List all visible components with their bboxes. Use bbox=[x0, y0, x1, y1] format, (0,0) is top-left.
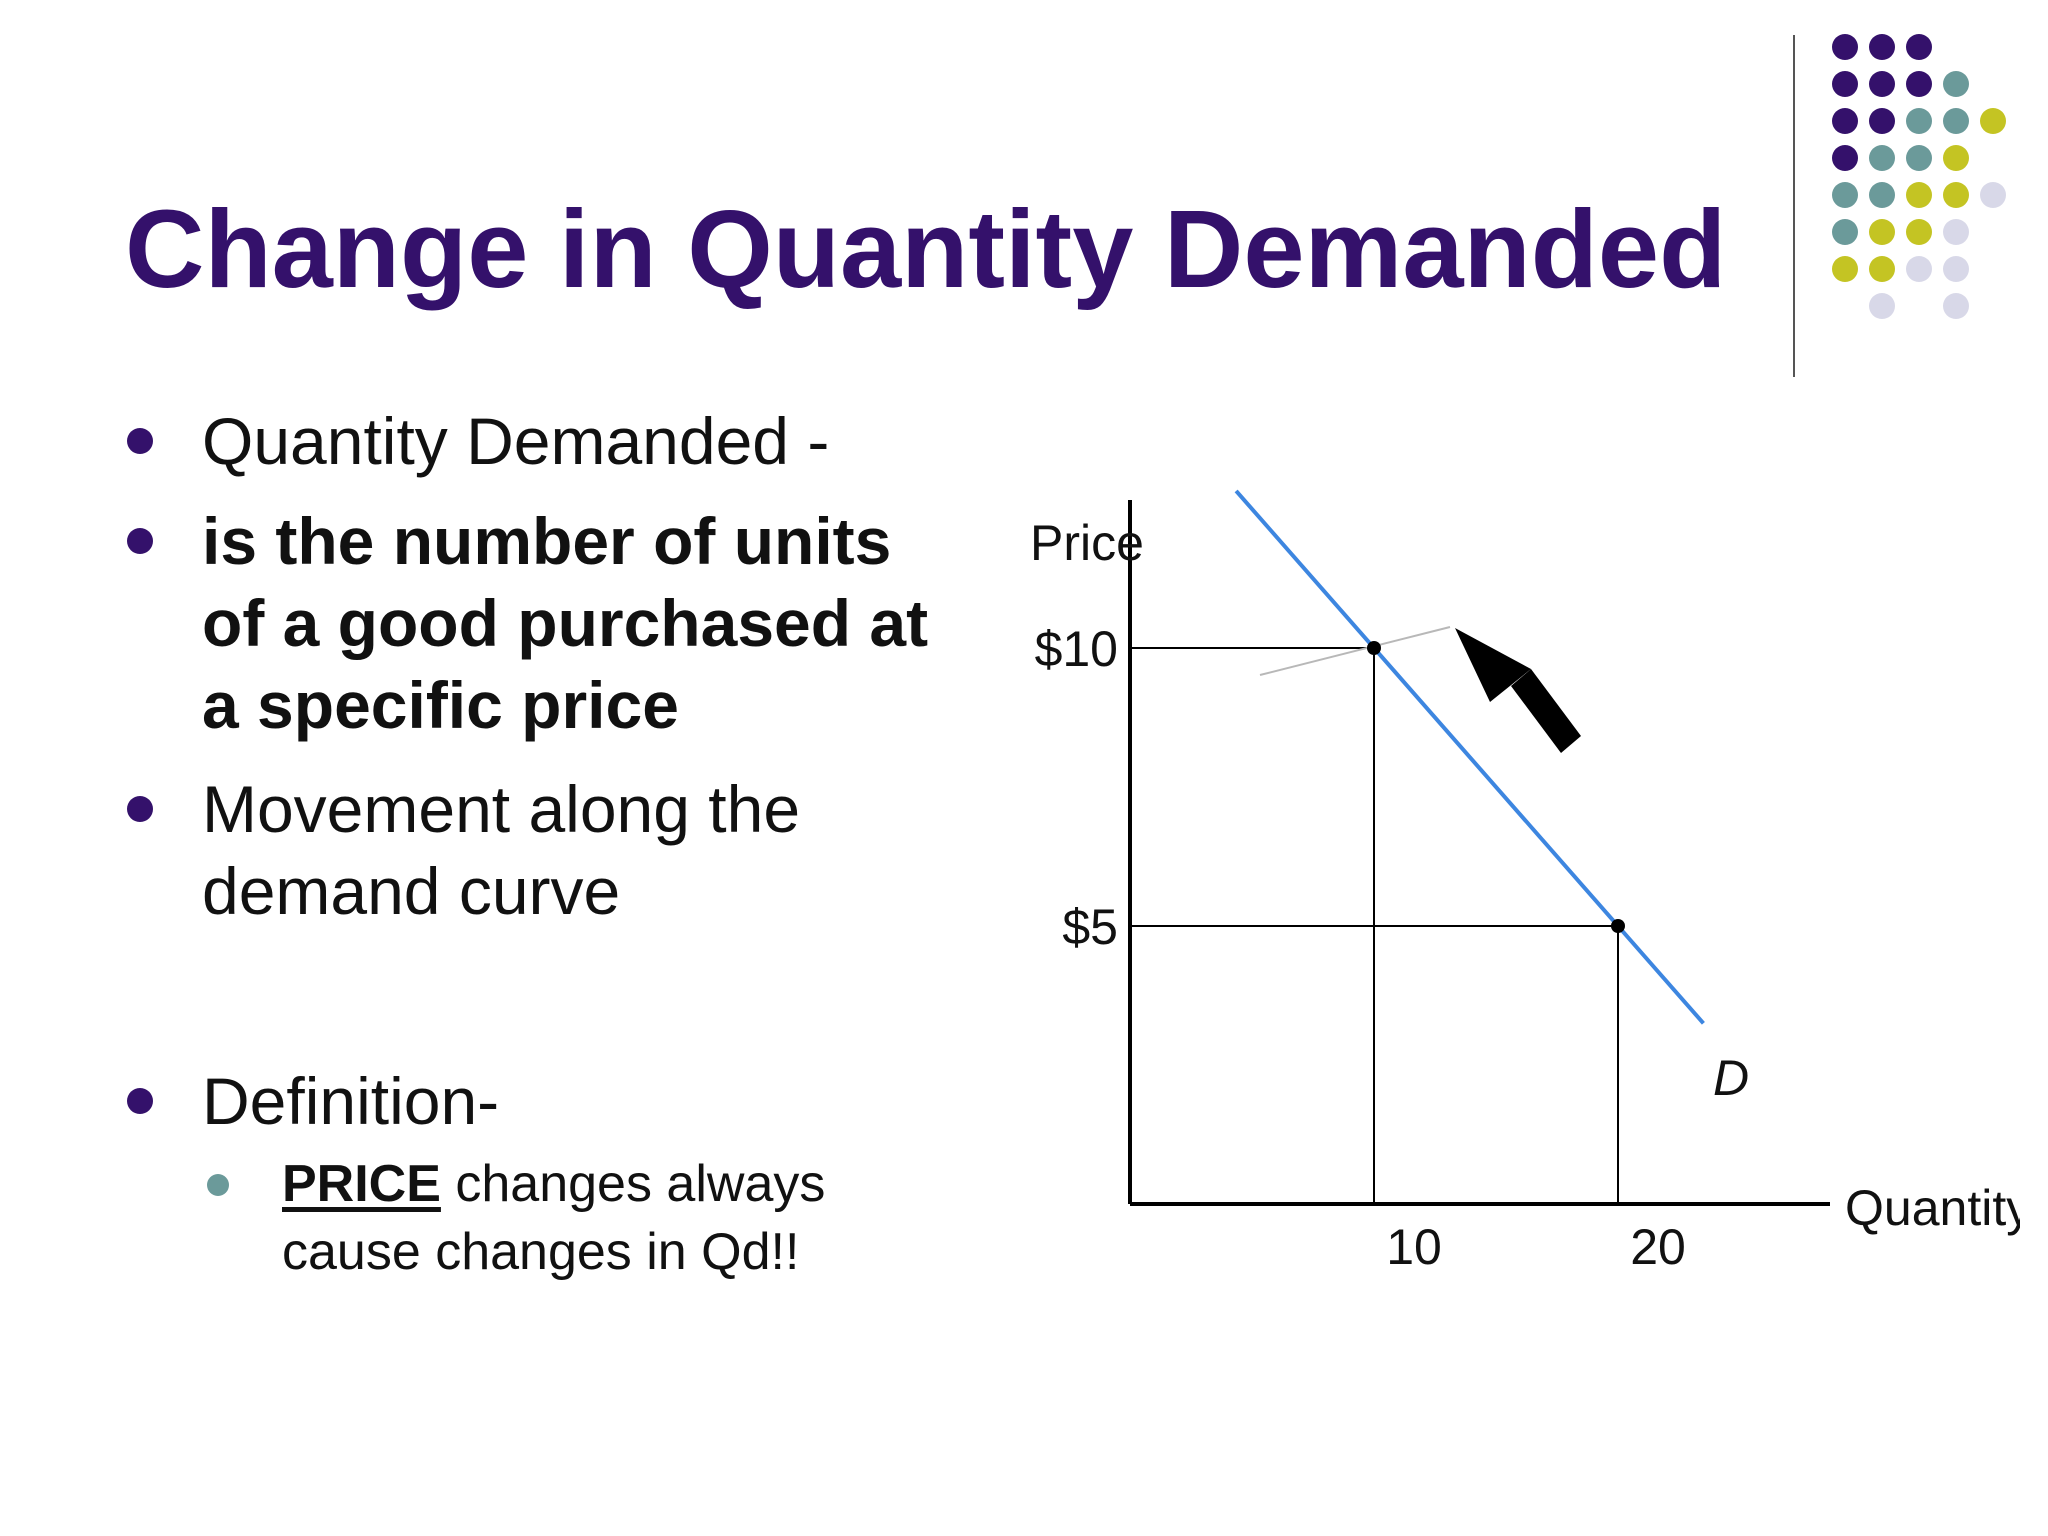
decorative-dot bbox=[1869, 219, 1895, 245]
decorative-dot bbox=[1832, 71, 1858, 97]
bullet-icon bbox=[127, 528, 153, 554]
decorative-dot bbox=[1943, 293, 1969, 319]
decorative-dot bbox=[1869, 293, 1895, 319]
bullet-text-line: of a good purchased at bbox=[202, 586, 929, 660]
decorative-dot bbox=[1832, 145, 1858, 171]
demand-chart: $10 10 $5 20 Price Quantity D bbox=[1030, 489, 2020, 1275]
bullet-text: Definition- bbox=[202, 1064, 500, 1138]
demand-point bbox=[1367, 641, 1381, 655]
sub-bullet-rest: changes always bbox=[440, 1155, 826, 1213]
sub-bullet-icon bbox=[207, 1174, 229, 1196]
decorative-dot bbox=[1906, 182, 1932, 208]
bullet-icon bbox=[127, 1088, 153, 1114]
bullet-text-line: is the number of units bbox=[202, 504, 892, 578]
bullet-text-line: a specific price bbox=[202, 668, 679, 742]
decorative-dot bbox=[1869, 145, 1895, 171]
decorative-dot bbox=[1869, 71, 1895, 97]
decorative-dot bbox=[1906, 108, 1932, 134]
y-tick-label: $5 bbox=[1062, 899, 1118, 955]
decorative-dot bbox=[1832, 108, 1858, 134]
bullet-text-line: demand curve bbox=[202, 854, 621, 928]
y-tick-label: $10 bbox=[1035, 621, 1118, 677]
sub-bullet-strong: PRICE bbox=[282, 1155, 441, 1213]
movement-arrow bbox=[1455, 628, 1581, 753]
bullet-icon bbox=[127, 796, 153, 822]
slide-title: Change in Quantity Demanded bbox=[125, 188, 1727, 311]
decorative-dot bbox=[1943, 256, 1969, 282]
x-tick-label: 10 bbox=[1386, 1219, 1442, 1275]
arrow-head bbox=[1455, 628, 1531, 702]
title-divider bbox=[1793, 35, 1795, 377]
x-tick-label: 20 bbox=[1630, 1219, 1686, 1275]
decorative-dot bbox=[1906, 71, 1932, 97]
decorative-dot bbox=[1869, 108, 1895, 134]
decorative-dot bbox=[1869, 256, 1895, 282]
decorative-dot bbox=[1869, 34, 1895, 60]
faint-tangent-line bbox=[1259, 626, 1451, 676]
sub-bullet-line-2: cause changes in Qd!! bbox=[282, 1223, 800, 1281]
bullet-text: Quantity Demanded - bbox=[202, 404, 830, 478]
decorative-dot-grid bbox=[1832, 34, 2006, 319]
decorative-dot bbox=[1943, 108, 1969, 134]
demand-curve bbox=[1234, 489, 1705, 1025]
decorative-dot bbox=[1832, 256, 1858, 282]
decorative-dot bbox=[1943, 219, 1969, 245]
decorative-dot bbox=[1906, 34, 1932, 60]
decorative-dot bbox=[1906, 145, 1932, 171]
decorative-dot bbox=[1832, 182, 1858, 208]
decorative-dot bbox=[1980, 182, 2006, 208]
decorative-dot bbox=[1832, 219, 1858, 245]
x-axis-label: Quantity bbox=[1845, 1180, 2020, 1236]
decorative-dot bbox=[1906, 219, 1932, 245]
bullet-icon bbox=[127, 428, 153, 454]
sub-bullet-line-1: PRICE changes always bbox=[282, 1150, 825, 1218]
demand-point bbox=[1611, 919, 1625, 933]
series-label-d: D bbox=[1713, 1050, 1749, 1106]
decorative-dot bbox=[1943, 182, 1969, 208]
decorative-dot bbox=[1980, 108, 2006, 134]
bullet-text-line: Movement along the bbox=[202, 772, 801, 846]
decorative-dot bbox=[1906, 256, 1932, 282]
decorative-dot bbox=[1869, 182, 1895, 208]
decorative-dot bbox=[1832, 34, 1858, 60]
decorative-dot bbox=[1943, 145, 1969, 171]
decorative-dot bbox=[1943, 71, 1969, 97]
y-axis-label: Price bbox=[1030, 515, 1144, 571]
arrow-shaft bbox=[1511, 669, 1581, 753]
